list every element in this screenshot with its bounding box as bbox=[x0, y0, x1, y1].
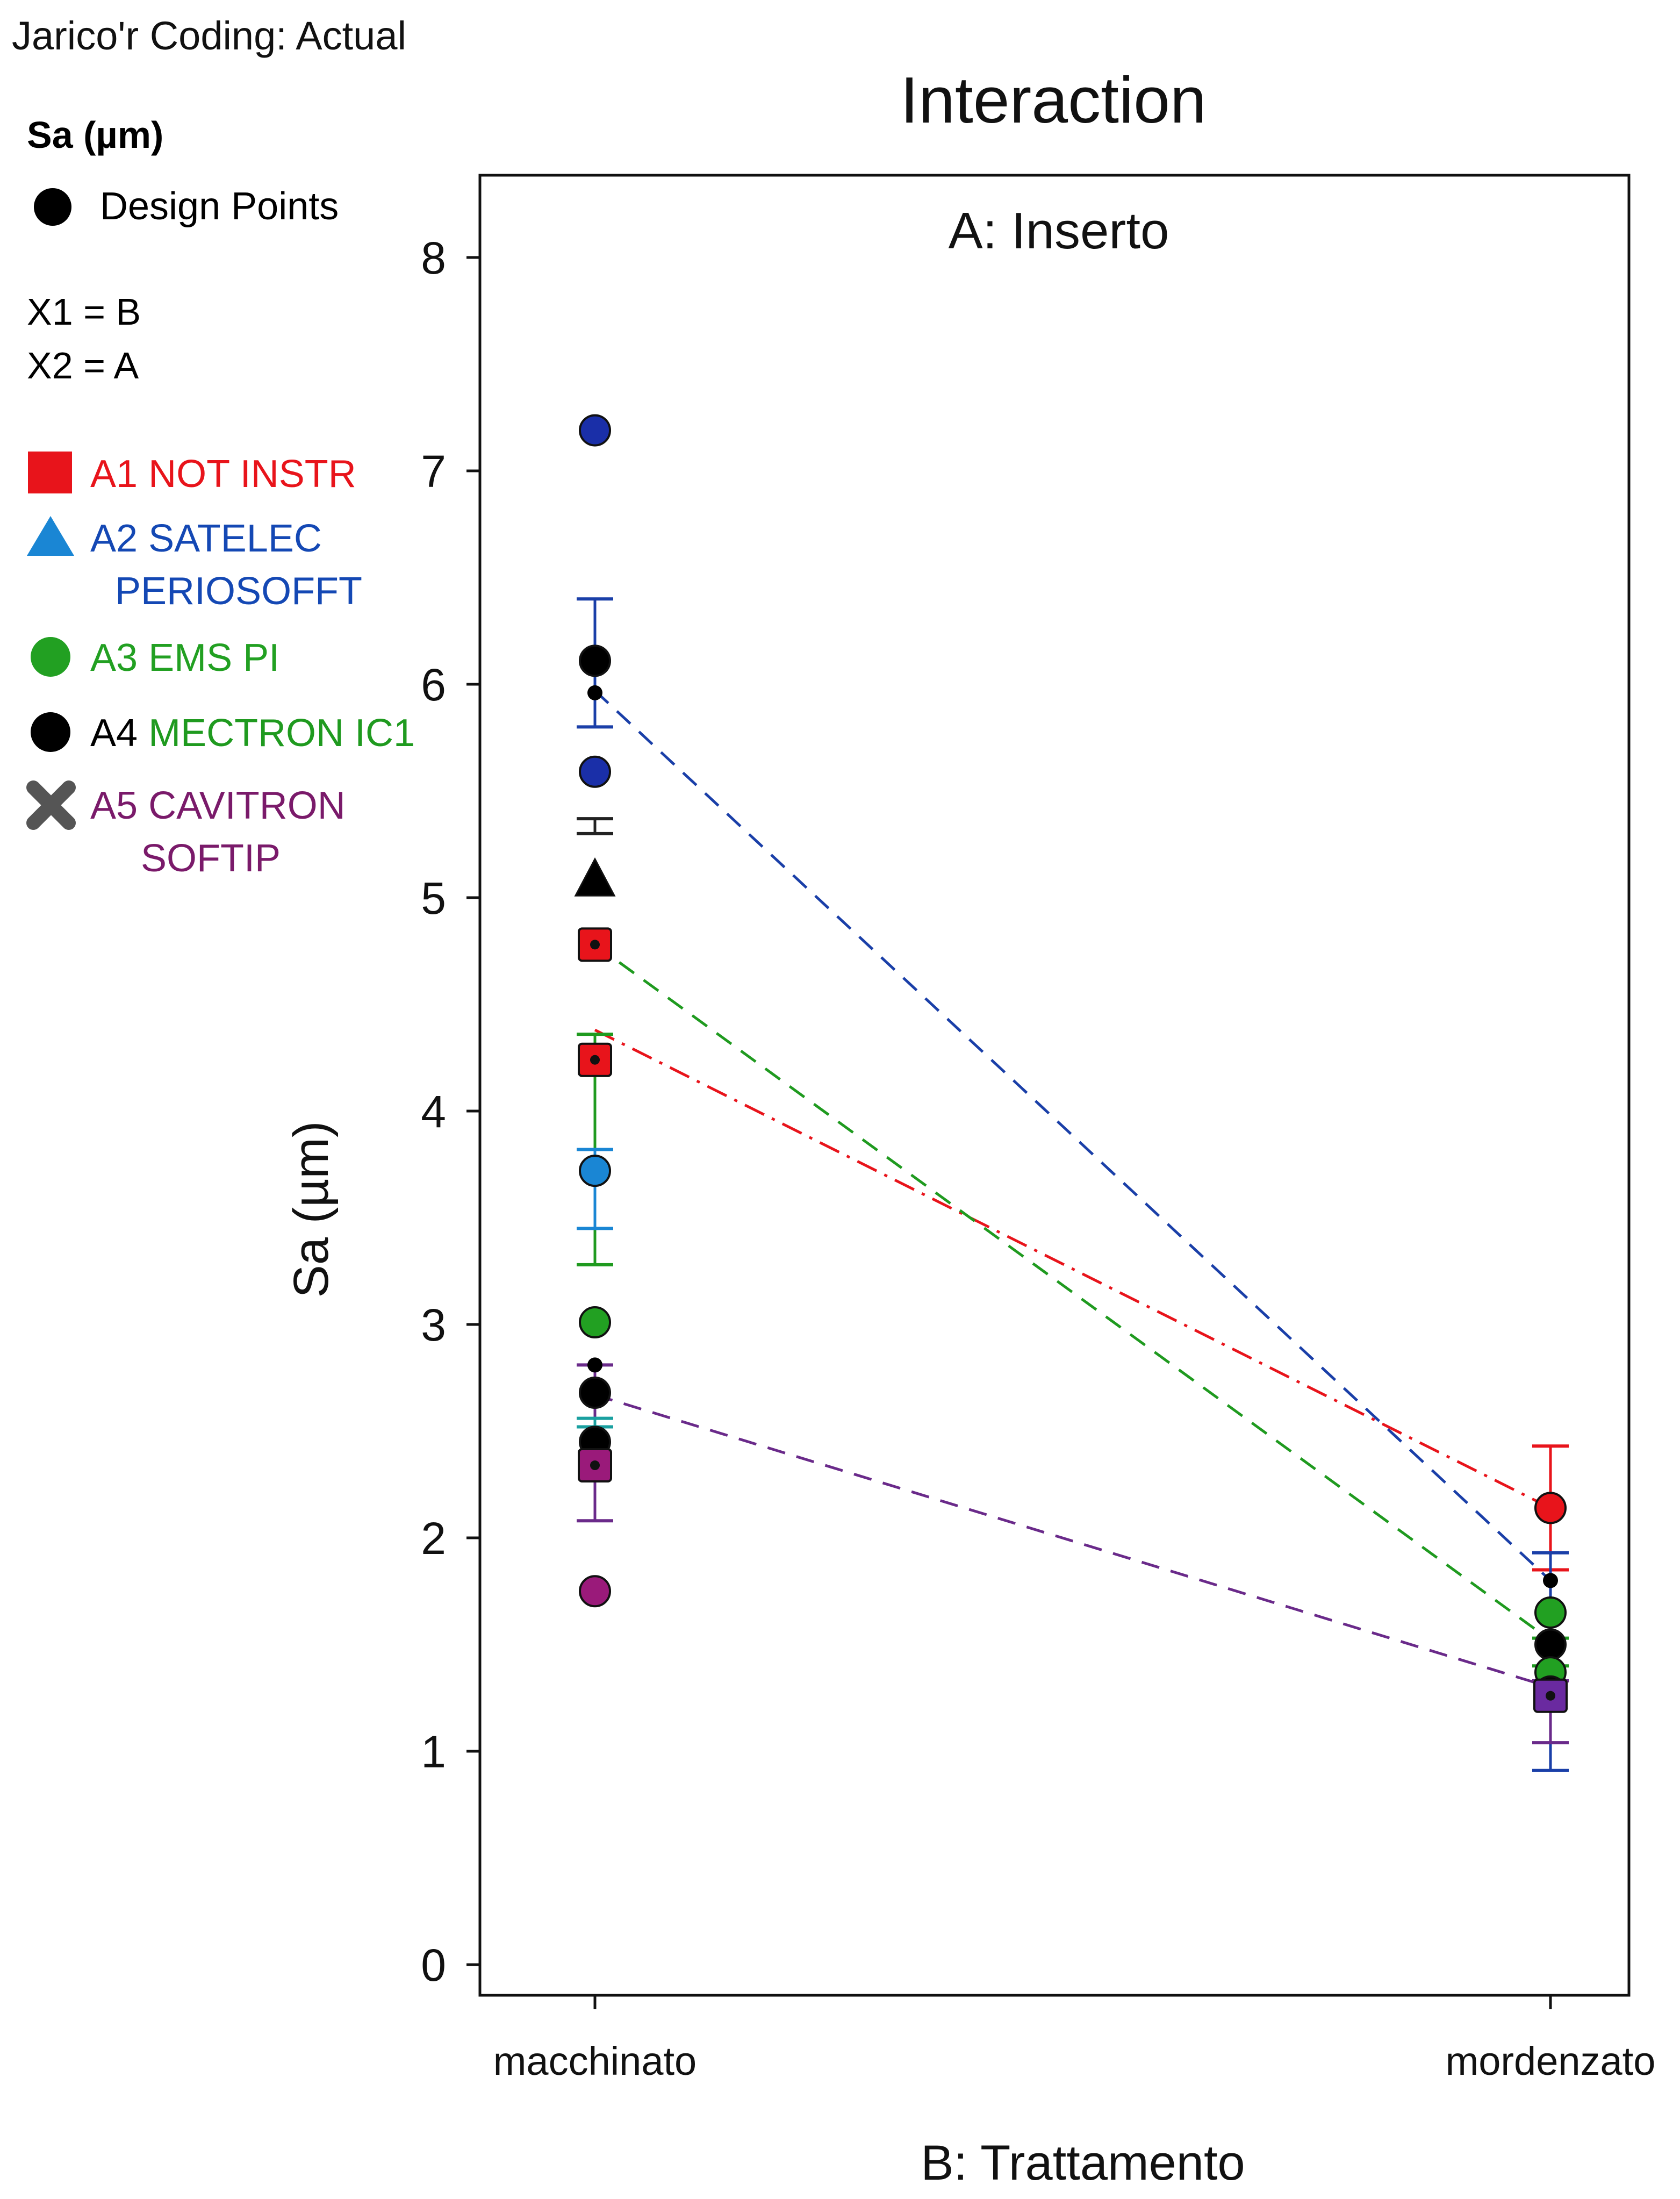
legend-entry-label: A3 EMS PI bbox=[90, 636, 279, 679]
series-lines bbox=[594, 690, 1552, 1689]
x-axis: macchinato mordenzato bbox=[493, 1995, 1656, 2083]
legend-entry-label: A4 MECTRON IC1 bbox=[90, 712, 415, 755]
design-point bbox=[574, 857, 616, 897]
legend-entry-a5: A5 CAVITRON SOFTIP bbox=[26, 780, 346, 880]
design-point-center bbox=[590, 940, 600, 950]
y-axis-label: Sa (µm) bbox=[284, 1121, 339, 1298]
design-point bbox=[579, 644, 611, 677]
design-point bbox=[1534, 1596, 1567, 1629]
legend-entry-label: A2 SATELEC bbox=[90, 517, 322, 560]
legend-entry-label: A5 CAVITRON bbox=[90, 784, 346, 827]
design-point bbox=[579, 1575, 611, 1608]
error-bar bbox=[577, 1416, 613, 1429]
design-point bbox=[579, 755, 611, 788]
x-tick-label: mordenzato bbox=[1446, 2039, 1656, 2083]
legend-response: Sa (µm) bbox=[27, 114, 163, 156]
chart-title: Interaction bbox=[900, 63, 1207, 137]
error-bars bbox=[577, 597, 1569, 1772]
legend-entry-a1: A1 NOT INSTR bbox=[28, 452, 356, 496]
triangle-marker-icon bbox=[27, 516, 74, 556]
y-tick-label: 5 bbox=[421, 873, 446, 923]
series-line bbox=[594, 1028, 1552, 1509]
x-tick-label: macchinato bbox=[493, 2039, 697, 2083]
y-tick-label: 6 bbox=[421, 660, 446, 710]
design-points bbox=[574, 414, 1568, 1713]
legend-entry-a3: A3 EMS PI bbox=[31, 636, 279, 679]
design-point bbox=[1543, 1573, 1558, 1588]
design-points-marker bbox=[34, 188, 71, 226]
circle-marker-icon bbox=[31, 712, 70, 752]
series-line bbox=[594, 1393, 1551, 1689]
legend-entry-label-line2: PERIOSOFFT bbox=[115, 570, 362, 613]
y-tick-label: 4 bbox=[421, 1086, 446, 1137]
square-marker-icon bbox=[28, 452, 72, 493]
design-point bbox=[579, 1155, 611, 1187]
y-tick-label: 7 bbox=[421, 446, 446, 497]
coding-header: Jarico'r Coding: Actual bbox=[12, 13, 406, 58]
y-tick-label: 1 bbox=[421, 1727, 446, 1777]
x-axis-label: B: Trattamento bbox=[921, 2136, 1245, 2190]
legend-design-points: Design Points bbox=[100, 185, 339, 228]
design-point bbox=[579, 1377, 611, 1409]
legend: Sa (µm) Design Points X1 = B X2 = A A1 N… bbox=[26, 114, 415, 880]
plot-frame bbox=[478, 174, 1631, 1997]
series-line bbox=[594, 690, 1552, 1582]
legend-x1: X1 = B bbox=[27, 291, 141, 333]
y-tick-label: 3 bbox=[421, 1300, 446, 1350]
design-point bbox=[1534, 1492, 1567, 1524]
design-point bbox=[587, 1357, 602, 1373]
circle-marker-icon bbox=[31, 637, 70, 677]
design-point bbox=[1534, 1628, 1567, 1661]
error-bar bbox=[577, 817, 613, 835]
legend-entry-label: A1 NOT INSTR bbox=[90, 453, 356, 496]
series-line bbox=[594, 943, 1552, 1642]
y-tick-label: 0 bbox=[421, 1940, 446, 1990]
legend-entry-a4: A4 MECTRON IC1 bbox=[31, 712, 415, 755]
y-tick-label: 8 bbox=[421, 233, 446, 283]
design-point-center bbox=[590, 1460, 600, 1471]
design-point-center bbox=[590, 1055, 600, 1065]
legend-x2: X2 = A bbox=[27, 345, 139, 386]
y-tick-label: 2 bbox=[421, 1513, 446, 1564]
design-point bbox=[579, 1306, 611, 1339]
design-point bbox=[579, 414, 611, 447]
y-axis: 0 1 2 3 4 5 6 7 8 bbox=[421, 233, 480, 1990]
cross-marker-icon bbox=[26, 780, 76, 830]
design-point bbox=[587, 685, 602, 700]
legend-entry-label-line2: SOFTIP bbox=[141, 837, 281, 880]
legend-entry-a2: A2 SATELEC PERIOSOFFT bbox=[27, 516, 362, 613]
panel-label: A: Inserto bbox=[949, 202, 1169, 260]
design-point-center bbox=[1546, 1691, 1555, 1701]
